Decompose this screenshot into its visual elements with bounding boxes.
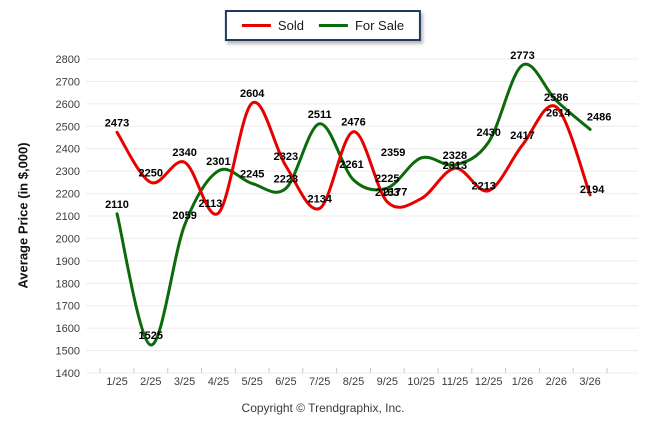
data-label-for-sale: 2245 <box>240 169 264 181</box>
x-tick-label: 9/25 <box>377 376 398 388</box>
data-label-for-sale: 2110 <box>105 199 129 211</box>
x-tick-label: 8/25 <box>343 376 364 388</box>
data-label-for-sale: 2261 <box>339 159 363 171</box>
y-tick-label: 1700 <box>56 301 80 313</box>
data-label-sold: 2250 <box>139 167 163 179</box>
x-tick-label: 6/25 <box>275 376 296 388</box>
y-tick-label: 2600 <box>56 99 80 111</box>
y-tick-label: 2100 <box>56 211 80 223</box>
legend-label-sold: Sold <box>277 18 304 33</box>
y-axis-title: Average Price (in $,000) <box>15 142 31 289</box>
data-label-for-sale: 2486 <box>587 111 611 123</box>
y-tick-label: 2700 <box>56 76 80 88</box>
x-tick-label: 10/25 <box>407 376 435 388</box>
x-tick-label: 3/25 <box>174 376 195 388</box>
for-sale-swatch <box>318 24 348 27</box>
y-tick-label: 1600 <box>56 323 80 335</box>
y-tick-label: 1900 <box>56 256 80 268</box>
data-label-for-sale: 2301 <box>206 156 230 168</box>
data-label-for-sale: 1525 <box>139 330 163 342</box>
data-label-sold: 2194 <box>580 184 605 196</box>
data-label-sold: 2177 <box>383 187 407 199</box>
x-tick-label: 7/25 <box>309 376 330 388</box>
x-tick-label: 12/25 <box>475 376 503 388</box>
legend-item-for-sale: For Sale <box>318 18 405 33</box>
y-tick-label: 2800 <box>56 54 80 66</box>
y-tick-label: 2000 <box>56 233 80 245</box>
data-label-for-sale: 2430 <box>476 127 500 139</box>
data-label-for-sale: 2328 <box>443 150 467 162</box>
data-label-sold: 2473 <box>105 117 129 129</box>
data-label-for-sale: 2614 <box>546 108 571 120</box>
series-line-sold <box>115 100 592 216</box>
x-tick-label: 11/25 <box>442 376 469 388</box>
x-tick-label: 5/25 <box>241 376 262 388</box>
data-label-sold: 2604 <box>240 88 265 100</box>
data-label-sold: 2340 <box>172 147 196 159</box>
data-label-sold: 2323 <box>274 151 298 163</box>
x-tick-label: 1/25 <box>106 376 127 388</box>
y-tick-label: 1500 <box>56 346 80 358</box>
data-label-sold: 2163 <box>375 187 399 199</box>
data-label-for-sale: 2225 <box>375 173 399 185</box>
data-label-for-sale: 2359 <box>381 147 405 159</box>
data-label-sold: 2586 <box>544 92 568 104</box>
y-tick-label: 2200 <box>56 189 80 201</box>
series-line-for-sale <box>115 62 592 347</box>
data-label-sold: 2134 <box>307 193 332 205</box>
data-label-sold: 2313 <box>443 160 467 172</box>
data-label-for-sale: 2773 <box>510 50 534 62</box>
x-tick-label: 2/25 <box>140 376 161 388</box>
sold-swatch <box>241 24 271 27</box>
y-tick-label: 2500 <box>56 121 80 133</box>
data-label-sold: 2476 <box>341 117 365 129</box>
x-tick-label: 1/26 <box>512 376 533 388</box>
y-tick-label: 1800 <box>56 278 80 290</box>
y-tick-label: 2300 <box>56 166 80 178</box>
x-tick-label: 3/26 <box>579 376 600 388</box>
data-label-sold: 2113 <box>198 198 222 210</box>
data-label-for-sale: 2059 <box>172 210 196 222</box>
x-tick-label: 2/26 <box>546 376 567 388</box>
data-label-for-sale: 2511 <box>308 109 332 121</box>
data-label-sold: 2417 <box>510 130 534 142</box>
data-label-sold: 2213 <box>471 181 495 193</box>
x-tick-label: 4/25 <box>208 376 229 388</box>
legend: Sold For Sale <box>224 10 422 41</box>
legend-label-for-sale: For Sale <box>354 18 405 33</box>
legend-item-sold: Sold <box>241 18 304 33</box>
copyright-text: Copyright © Trendgraphix, Inc. <box>241 401 405 415</box>
y-tick-label: 2400 <box>56 144 80 156</box>
y-tick-label: 1400 <box>56 368 80 380</box>
data-label-for-sale: 2223 <box>274 173 298 185</box>
